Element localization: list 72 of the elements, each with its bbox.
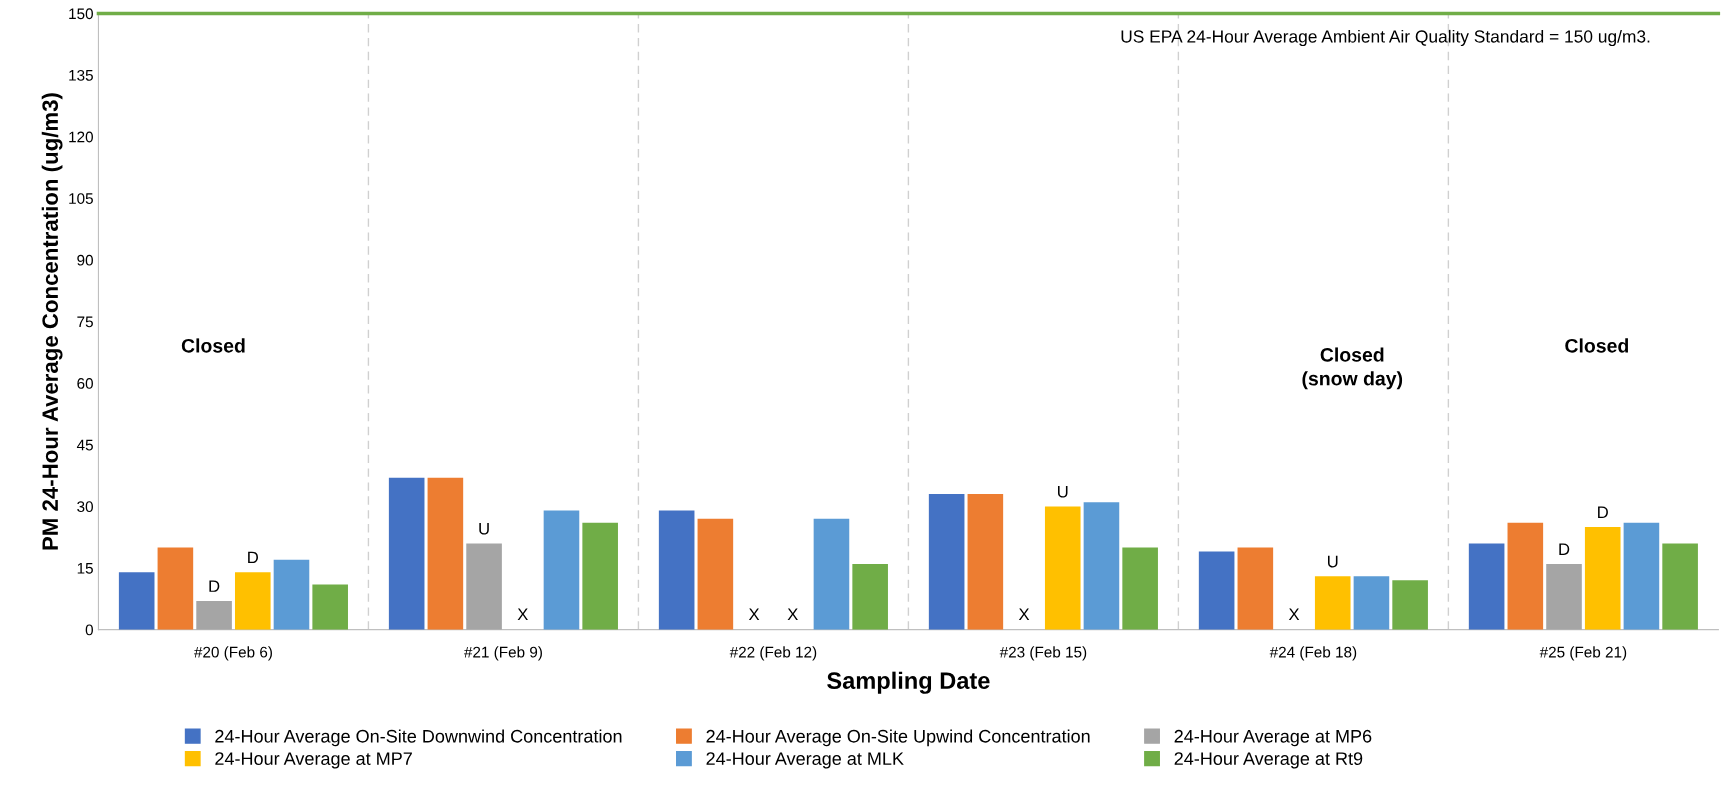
bar — [658, 510, 695, 630]
data-label: D — [1559, 543, 1570, 555]
text: X — [748, 608, 760, 621]
x-tick-label: #21 (Feb 9) — [464, 646, 542, 661]
text: X — [1018, 608, 1030, 621]
legend-label: 24-Hour Average at MP6 — [1174, 729, 1372, 747]
bar — [543, 510, 580, 630]
y-tick-label: 135 — [69, 69, 93, 81]
x-tick-label: #20 (Feb 6) — [194, 646, 272, 661]
ref-line-label: US EPA 24-Hour Average Ambient Air Quality Standard = 150 ug/m3. — [1121, 29, 1650, 47]
data-label: U — [479, 522, 489, 535]
data-label: U — [1328, 555, 1338, 568]
x-tick-label: #22 (Feb 12) — [729, 646, 817, 661]
text: X — [787, 608, 798, 621]
legend-label: 24-Hour Average at Rt9 — [1174, 752, 1363, 769]
bar — [1507, 522, 1544, 630]
bar — [1314, 576, 1351, 630]
legend-label: 24-Hour Average On-Site Downwind Concentration — [215, 729, 622, 747]
y-tick-label: 0 — [85, 624, 93, 636]
bar — [1546, 563, 1582, 630]
y-tick-label: 45 — [76, 439, 93, 451]
y-axis-title: PM 24-Hour Average Concentration (ug/m3) — [41, 93, 63, 550]
bar — [427, 477, 464, 630]
y-tick-label: 30 — [77, 501, 93, 513]
data-label: D — [248, 551, 258, 564]
y-tick-label: 150 — [69, 8, 93, 20]
bar — [852, 563, 888, 630]
annotation: Closed (snow day) — [1302, 347, 1403, 390]
bar — [928, 494, 965, 630]
bar — [388, 477, 425, 630]
data-label: U — [1058, 485, 1068, 498]
y-tick-label: 90 — [77, 254, 93, 266]
legend-label: 24-Hour Average at MLK — [706, 752, 904, 769]
annotation: Closed — [1565, 338, 1629, 353]
data-label: D — [209, 580, 220, 592]
x-tick-label: #24 (Feb 18) — [1269, 646, 1357, 661]
bar — [273, 559, 310, 630]
bar — [697, 518, 734, 630]
bar — [312, 584, 348, 630]
bar — [1237, 547, 1274, 630]
bar — [1584, 526, 1621, 630]
legend-label: 24-Hour Average at MP7 — [215, 752, 412, 769]
text: X — [1288, 608, 1300, 621]
bar — [1662, 543, 1698, 630]
bar — [157, 547, 194, 630]
legend-label: 24-Hour Average On-Site Upwind Concentration — [706, 729, 1090, 747]
bar — [1198, 551, 1235, 630]
bar — [1044, 506, 1081, 630]
y-tick-label: 60 — [77, 378, 93, 389]
data-label: D — [1598, 506, 1608, 518]
bar — [1623, 522, 1660, 630]
bar — [466, 543, 502, 630]
y-tick-label: 75 — [77, 316, 93, 328]
bar — [1468, 543, 1505, 630]
annotation: Closed — [181, 338, 245, 353]
x-axis-title: Sampling Date — [827, 671, 990, 694]
bar — [813, 518, 850, 630]
x-tick-label: #25 (Feb 21) — [1539, 646, 1627, 661]
y-tick-label: 105 — [69, 193, 93, 204]
text: X — [517, 608, 528, 621]
x-tick-label: #23 (Feb 15) — [999, 646, 1087, 661]
y-tick-label: 120 — [69, 131, 93, 143]
bar — [234, 572, 271, 630]
bar — [1392, 580, 1428, 630]
bar — [196, 600, 232, 630]
bar — [118, 572, 155, 630]
bar — [1353, 576, 1390, 630]
bar — [1122, 547, 1158, 630]
bar — [582, 522, 618, 630]
bar — [1083, 502, 1120, 630]
bar — [967, 494, 1004, 630]
y-tick-label: 15 — [77, 563, 93, 574]
